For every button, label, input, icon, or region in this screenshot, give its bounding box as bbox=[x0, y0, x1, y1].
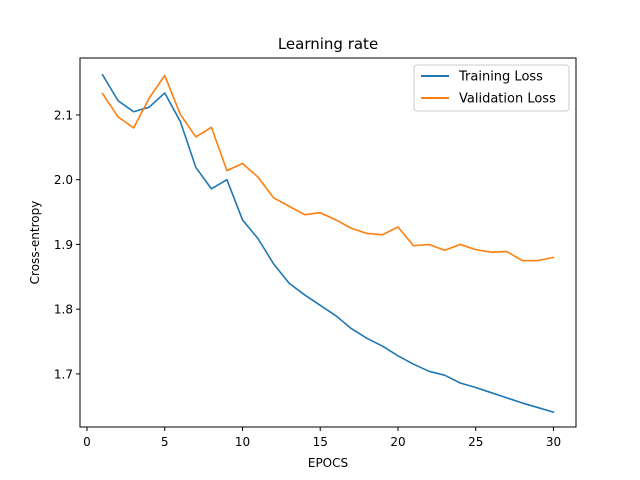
x-tick-label: 25 bbox=[468, 435, 483, 449]
y-tick-label: 1.9 bbox=[54, 238, 73, 252]
x-tick-label: 10 bbox=[235, 435, 250, 449]
x-tick-label: 15 bbox=[313, 435, 328, 449]
legend: Training Loss Validation Loss bbox=[413, 64, 570, 112]
chart-title: Learning rate bbox=[278, 35, 378, 53]
legend-label-training-loss: Training Loss bbox=[458, 70, 543, 85]
x-tick-label: 20 bbox=[390, 435, 405, 449]
x-axis-label: EPOCS bbox=[308, 456, 348, 470]
y-tick-label: 2.1 bbox=[54, 108, 73, 122]
x-tick-label: 5 bbox=[161, 435, 169, 449]
x-tick-label: 30 bbox=[546, 435, 561, 449]
y-tick-label: 2.0 bbox=[54, 173, 73, 187]
x-tick-label: 0 bbox=[83, 435, 91, 449]
series-line-validation-loss bbox=[101, 74, 555, 262]
y-tick-label: 1.7 bbox=[54, 367, 73, 381]
y-tick-label: 1.8 bbox=[54, 303, 73, 317]
legend-box bbox=[413, 64, 570, 112]
series-line-training-loss bbox=[101, 73, 555, 414]
axes-frame bbox=[79, 57, 577, 428]
legend-label-validation-loss: Validation Loss bbox=[459, 92, 556, 107]
series-layer bbox=[101, 73, 555, 414]
y-axis-label: Cross-entropy bbox=[28, 201, 42, 285]
ticks-layer: 0 5 10 15 20 25 30 1.7 1.8 1.9 2.0 2.1 bbox=[54, 108, 561, 449]
